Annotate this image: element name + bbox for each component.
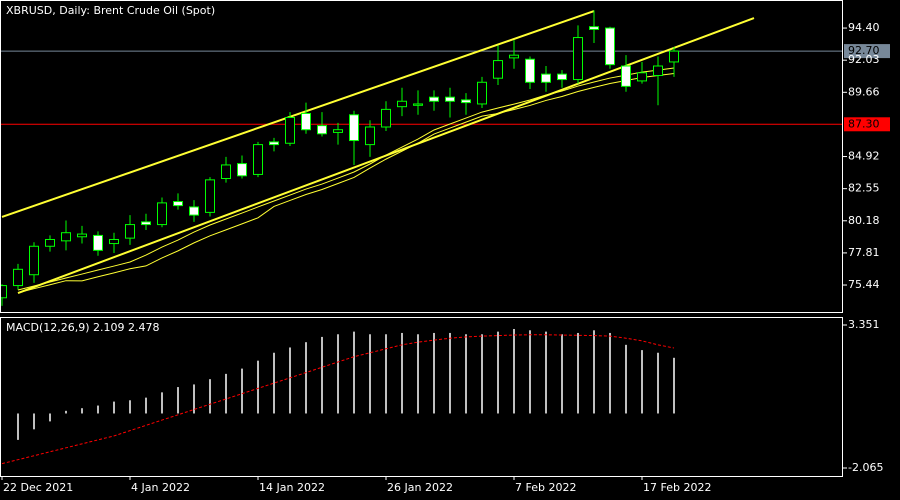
- candle-body: [333, 129, 343, 133]
- candle-body: [541, 73, 551, 83]
- x-tick-label: 22 Dec 2021: [3, 481, 73, 494]
- chart-title: XBRUSD, Daily: Brent Crude Oil (Spot): [6, 4, 215, 17]
- y-tick-label: 84.92: [848, 150, 880, 163]
- candle-body: [13, 268, 23, 287]
- y-tick-label: 82.55: [848, 182, 880, 195]
- candle-body: [109, 238, 119, 245]
- y-tick-label: 3.351: [848, 318, 880, 331]
- y-tick-label: -2.065: [848, 461, 883, 474]
- candle-body: [189, 206, 199, 216]
- x-tick-label: 14 Jan 2022: [259, 481, 325, 494]
- moving-average: [17, 72, 675, 294]
- candle-body: [525, 58, 535, 83]
- candle-body: [125, 224, 135, 239]
- candle-body: [381, 108, 391, 128]
- trend-line: [1, 10, 595, 218]
- candle-body: [429, 96, 439, 102]
- candle-body: [637, 72, 647, 82]
- x-tick-label: 7 Feb 2022: [515, 481, 576, 494]
- candle-body: [173, 201, 183, 207]
- candle-body: [237, 163, 247, 177]
- macd-frame: [0, 317, 843, 477]
- y-tick-label: 89.66: [848, 85, 880, 98]
- candle-body: [157, 202, 167, 226]
- candle-body: [61, 232, 71, 242]
- price-pane: 92.70 87.30: [0, 10, 890, 306]
- x-tick-label: 26 Jan 2022: [387, 481, 453, 494]
- candle-body: [509, 54, 519, 59]
- price-level-label: 92.70: [848, 44, 880, 57]
- candle-body: [493, 60, 503, 79]
- candle-body: [317, 125, 327, 135]
- y-tick-label: 77.81: [848, 246, 880, 259]
- candle-body: [461, 99, 471, 104]
- x-tick-label: 17 Feb 2022: [643, 481, 711, 494]
- candle-body: [445, 96, 455, 102]
- candle-body: [269, 141, 279, 146]
- candle-body: [29, 245, 39, 276]
- candle-body: [653, 65, 663, 76]
- candle-body: [285, 117, 295, 144]
- macd-pane: [1, 328, 675, 465]
- candle-body: [589, 26, 599, 30]
- y-tick-label: 92.03: [848, 53, 880, 66]
- candle-body: [0, 285, 7, 299]
- y-tick-label: 94.40: [848, 21, 880, 34]
- candle-body: [45, 238, 55, 247]
- x-tick-label: 4 Jan 2022: [131, 481, 190, 494]
- price-level-box: [844, 117, 890, 132]
- candle-body: [77, 233, 87, 238]
- price-frame: [0, 0, 843, 313]
- candle-body: [253, 144, 263, 175]
- candle-body: [349, 114, 359, 142]
- candle-body: [397, 100, 407, 108]
- price-level-box: [844, 44, 890, 59]
- candle-body: [413, 103, 423, 106]
- candle-body: [605, 27, 615, 66]
- macd-title: MACD(12,26,9) 2.109 2.478: [6, 321, 160, 334]
- moving-average: [17, 67, 675, 291]
- candle-body: [205, 179, 215, 213]
- y-tick-label: 75.44: [848, 278, 880, 291]
- candle-body: [621, 65, 631, 87]
- candle-body: [301, 112, 311, 131]
- price-level-label: 87.30: [848, 117, 880, 130]
- candle-body: [557, 73, 567, 81]
- y-tick-label: 80.18: [848, 214, 880, 227]
- candle-body: [477, 81, 487, 105]
- candle-body: [141, 221, 151, 226]
- signal-line: [1, 334, 675, 465]
- candle-body: [93, 234, 103, 251]
- candle-body: [221, 164, 231, 179]
- candle-body: [365, 126, 375, 146]
- candle-body: [669, 50, 679, 63]
- candle-body: [573, 37, 583, 81]
